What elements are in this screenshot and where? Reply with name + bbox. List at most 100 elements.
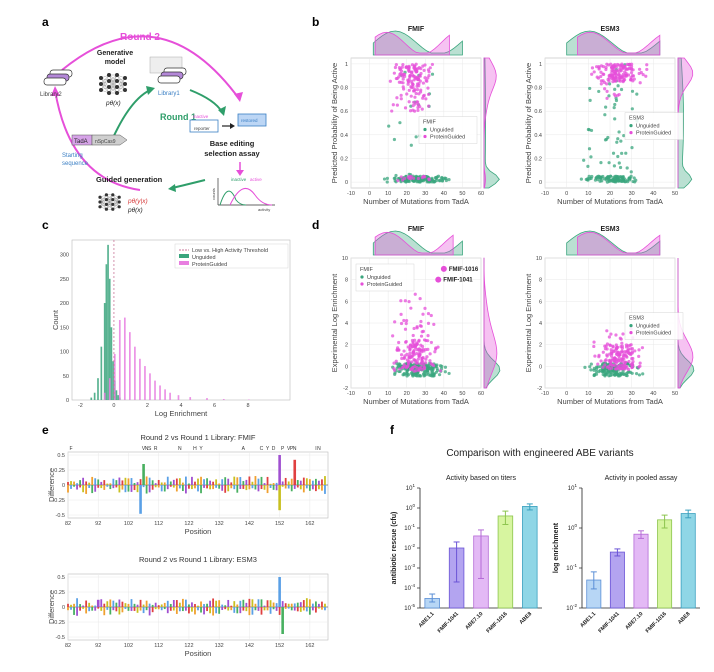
data-point-proteinguided bbox=[639, 70, 643, 75]
data-point-unguided bbox=[613, 373, 617, 377]
legend-entry: ProteinGuided bbox=[636, 131, 671, 137]
data-point-unguided bbox=[641, 372, 645, 376]
histogram-bar-unguided bbox=[110, 327, 113, 400]
logo-bar-negative bbox=[293, 485, 296, 489]
logo-bar-negative bbox=[163, 485, 166, 492]
data-point-unguided bbox=[630, 89, 635, 93]
legend-box bbox=[418, 116, 478, 144]
y-tick-label: 2 bbox=[539, 343, 542, 349]
chart-e-fmif: 82 92 102 112 122 132 142 152 162 -0.5 -0.25 0 0.25 0… bbox=[47, 433, 329, 536]
logo-bar-negative bbox=[239, 485, 242, 489]
logo-bar-negative bbox=[100, 607, 103, 611]
logo-bar-negative bbox=[293, 607, 296, 611]
category-label: ABE7.10 bbox=[624, 611, 644, 631]
data-point-unguided bbox=[586, 164, 590, 168]
top-residue-letter: N bbox=[317, 446, 321, 452]
logo-bar-negative bbox=[233, 485, 236, 490]
y-tick-label: 0.4 bbox=[534, 133, 542, 139]
data-point-proteinguided bbox=[397, 80, 401, 84]
data-point-proteinguided bbox=[393, 368, 397, 372]
logo-bar-positive bbox=[230, 605, 233, 607]
x-tick-label: 122 bbox=[184, 643, 193, 649]
logo-bar-positive bbox=[163, 602, 166, 607]
logo-bar-negative bbox=[245, 607, 248, 612]
data-point-proteinguided bbox=[425, 79, 429, 83]
logo-bar-negative bbox=[175, 485, 178, 492]
logo-bar-negative bbox=[145, 607, 148, 611]
data-point-unguided bbox=[616, 175, 620, 179]
library2-icon bbox=[43, 69, 73, 86]
logo-bar-negative bbox=[242, 485, 245, 489]
y-axis-label: log enrichment bbox=[553, 522, 560, 573]
data-point-proteinguided bbox=[410, 86, 414, 90]
chart-b-esm3: -10 0 10 20 30 40 50 0 0.2 0.4 0.6 0.8 1 Number of Mu… bbox=[524, 26, 694, 206]
data-point-proteinguided bbox=[411, 89, 416, 93]
data-point-unguided bbox=[431, 366, 435, 370]
data-point-unguided bbox=[385, 180, 389, 184]
logo-bar-negative bbox=[109, 607, 112, 615]
data-point-unguided bbox=[613, 87, 617, 91]
data-point-unguided bbox=[417, 374, 421, 378]
bar-fmif-1041 bbox=[609, 551, 625, 609]
data-point-unguided bbox=[385, 176, 390, 180]
data-point-proteinguided bbox=[401, 365, 405, 369]
data-point-proteinguided bbox=[608, 363, 613, 367]
logo-bar-negative bbox=[197, 485, 199, 492]
reporter-inactive-label: inactive bbox=[193, 114, 209, 119]
logo-bar-positive bbox=[157, 605, 160, 607]
data-point-proteinguided bbox=[429, 313, 433, 318]
data-point-proteinguided bbox=[411, 82, 415, 87]
data-point-unguided bbox=[598, 365, 602, 369]
logo-bar-negative bbox=[100, 485, 103, 489]
logo-bar-positive bbox=[124, 477, 127, 485]
logo-bar-positive bbox=[263, 605, 266, 607]
data-point-proteinguided bbox=[420, 107, 424, 111]
logo-bar-negative bbox=[227, 485, 230, 492]
data-point-proteinguided bbox=[607, 335, 611, 339]
nn-node bbox=[107, 91, 111, 95]
data-point-proteinguided bbox=[405, 92, 409, 96]
data-point-proteinguided bbox=[612, 71, 616, 76]
logo-spike bbox=[96, 599, 100, 607]
data-point-unguided bbox=[435, 368, 440, 372]
data-point-proteinguided bbox=[631, 359, 635, 364]
logo-bar-negative bbox=[70, 485, 72, 489]
data-point-proteinguided bbox=[408, 351, 412, 355]
data-point-proteinguided bbox=[428, 359, 432, 363]
legend-box bbox=[624, 112, 684, 140]
x-tick-label: 132 bbox=[215, 643, 224, 649]
logo-bar-negative bbox=[324, 607, 326, 611]
data-point-proteinguided bbox=[601, 350, 605, 354]
data-point-proteinguided bbox=[438, 369, 443, 373]
data-point-unguided bbox=[593, 372, 597, 377]
logo-bar-negative bbox=[191, 485, 193, 490]
logo-bar-negative bbox=[230, 607, 233, 611]
logo-bar-negative bbox=[212, 485, 215, 490]
logo-bar-positive bbox=[85, 600, 88, 607]
logo-bar-negative bbox=[203, 607, 205, 615]
logo-bar-negative bbox=[302, 485, 305, 493]
logo-bar-negative bbox=[76, 485, 78, 490]
logo-bar-positive bbox=[203, 604, 205, 607]
logo-bar-negative bbox=[70, 607, 72, 610]
data-point-proteinguided bbox=[427, 104, 431, 108]
y-tick-label: 4 bbox=[539, 321, 542, 327]
logo-bar-negative bbox=[254, 485, 257, 490]
x-tick-label: 0 bbox=[112, 403, 115, 409]
x-tick-label: 102 bbox=[124, 643, 133, 649]
logo-bar-positive bbox=[178, 602, 181, 607]
logo-bar-negative bbox=[157, 485, 160, 488]
data-point-unguided bbox=[393, 176, 397, 180]
data-point-proteinguided bbox=[409, 94, 413, 98]
data-point-proteinguided bbox=[436, 345, 440, 349]
logo-bar-negative bbox=[206, 607, 208, 612]
logo-bar-positive bbox=[148, 477, 151, 485]
data-point-unguided bbox=[409, 363, 413, 367]
data-point-proteinguided bbox=[406, 360, 410, 364]
x-tick-label: 0 bbox=[565, 191, 568, 197]
data-point-proteinguided bbox=[609, 348, 613, 352]
y-tick-label: 0 bbox=[62, 605, 65, 611]
marginal-y-unguided bbox=[677, 57, 693, 189]
data-point-proteinguided bbox=[430, 62, 435, 67]
data-point-proteinguided bbox=[395, 103, 399, 107]
